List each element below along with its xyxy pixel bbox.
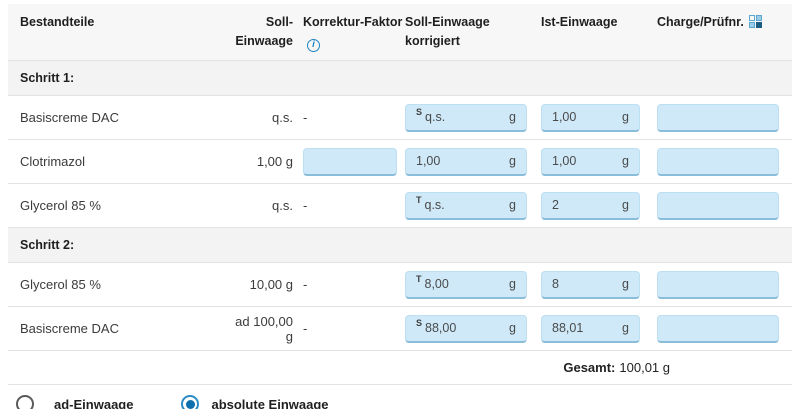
unit-label: g (622, 277, 629, 291)
ingredient-name: Basiscreme DAC (20, 321, 119, 336)
marker-superscript: S (416, 107, 423, 117)
actual-weight-input[interactable]: 1,00 g (541, 103, 640, 132)
marker-superscript: T (416, 274, 422, 284)
table-row: Clotrimazol 1,00 g 1,00 g 1,00 g (8, 139, 792, 183)
unit-label: g (509, 277, 516, 291)
target-weight: 10,00 g (249, 277, 293, 292)
batch-number-input[interactable] (657, 191, 779, 220)
table-row: Glycerol 85 % 10,00 g - T 8,00 g 8 g (8, 262, 792, 306)
actual-weight-input[interactable]: 8 g (541, 270, 640, 299)
radio-option-ad-einwaage[interactable]: ad-Einwaage (16, 395, 133, 409)
weighing-table: Bestandteile Soll-Einwaage Korrektur-Fak… (8, 4, 792, 409)
ingredient-name: Clotrimazol (20, 154, 86, 169)
section-header-schritt-2: Schritt 2: (8, 227, 792, 262)
radio-button-icon[interactable] (16, 395, 34, 409)
qr-code-scan-icon[interactable] (748, 15, 762, 34)
unit-label: g (622, 110, 629, 124)
correction-factor: - (303, 321, 308, 336)
correction-factor: - (303, 198, 308, 213)
ingredient-name: Basiscreme DAC (20, 110, 119, 125)
col-header-soll-korrigiert: Soll-Einwaage korrigiert (405, 15, 490, 49)
batch-number-input[interactable] (657, 147, 779, 176)
unit-label: g (622, 321, 629, 335)
correction-factor-input[interactable] (303, 147, 397, 176)
unit-label: g (622, 154, 629, 168)
total-row: Gesamt: 100,01 g (8, 350, 792, 384)
corrected-weight-input[interactable]: S 88,00 g (405, 314, 527, 343)
radio-option-absolute-einwaage[interactable]: absolute Einwaage (181, 395, 329, 409)
radio-button-icon[interactable] (181, 395, 200, 409)
actual-weight-input[interactable]: 1,00 g (541, 147, 640, 176)
marker-superscript: S (416, 318, 423, 328)
actual-weight-input[interactable]: 2 g (541, 191, 640, 220)
batch-number-input[interactable] (657, 103, 779, 132)
target-weight: ad 100,00 g (235, 313, 293, 344)
batch-number-input[interactable] (657, 314, 779, 343)
unit-label: g (622, 198, 629, 212)
radio-label: absolute Einwaage (211, 396, 329, 409)
corrected-weight-input[interactable]: 1,00 g (405, 147, 527, 176)
unit-label: g (509, 154, 516, 168)
marker-superscript: T (416, 195, 422, 205)
section-header-schritt-1: Schritt 1: (8, 60, 792, 95)
ingredient-name: Glycerol 85 % (20, 198, 101, 213)
radio-label: ad-Einwaage (54, 396, 134, 409)
col-header-korrektur-faktor: Korrektur-Faktori (303, 15, 403, 53)
table-row: Basiscreme DAC ad 100,00 g - S 88,00 g 88… (8, 306, 792, 350)
batch-number-input[interactable] (657, 270, 779, 299)
correction-factor: - (303, 277, 308, 292)
target-weight: q.s. (272, 110, 293, 125)
col-header-ist-einwaage: Ist-Einwaage (541, 15, 618, 29)
col-header-bestandteile: Bestandteile (20, 15, 95, 29)
total-label: Gesamt: (563, 360, 616, 375)
col-header-charge-pruefnr: Charge/Prüfnr. (649, 13, 792, 54)
actual-weight-input[interactable]: 88,01 g (541, 314, 640, 343)
target-weight: q.s. (272, 198, 293, 213)
unit-label: g (509, 110, 516, 124)
col-header-soll-einwaage: Soll-Einwaage (235, 15, 293, 49)
unit-label: g (509, 198, 516, 212)
table-header: Bestandteile Soll-Einwaage Korrektur-Fak… (8, 4, 792, 60)
info-icon[interactable]: i (307, 39, 320, 53)
corrected-weight-input[interactable]: T 8,00 g (405, 270, 527, 299)
target-weight: 1,00 g (256, 154, 293, 169)
weighing-mode-options: ad-Einwaage absolute Einwaage (8, 384, 792, 409)
total-value: 100,01 g (619, 360, 670, 375)
correction-factor: - (303, 110, 308, 125)
ingredient-name: Glycerol 85 % (20, 277, 101, 292)
unit-label: g (509, 321, 516, 335)
